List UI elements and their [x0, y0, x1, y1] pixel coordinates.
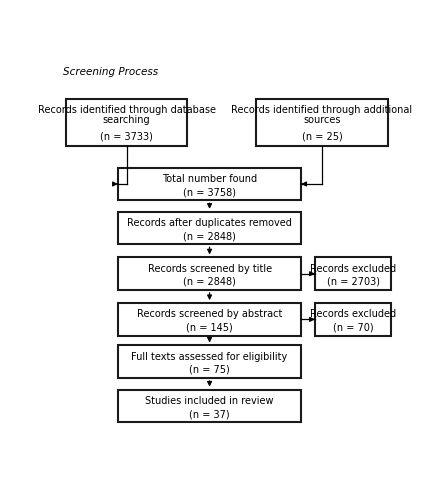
- Text: Records after duplicates removed: Records after duplicates removed: [127, 218, 292, 228]
- Text: Records screened by abstract: Records screened by abstract: [137, 310, 282, 320]
- Text: Records excluded: Records excluded: [310, 264, 396, 274]
- Bar: [118, 212, 301, 244]
- Bar: [315, 258, 391, 290]
- Text: Screening Process: Screening Process: [62, 66, 158, 76]
- Bar: [66, 99, 187, 146]
- Text: (n = 2848): (n = 2848): [183, 277, 236, 287]
- Text: (n = 25): (n = 25): [301, 131, 342, 141]
- Text: (n = 145): (n = 145): [186, 322, 233, 332]
- Text: searching: searching: [103, 116, 150, 126]
- Bar: [118, 168, 301, 200]
- Text: Full texts assessed for eligibility: Full texts assessed for eligibility: [132, 352, 288, 362]
- Bar: [118, 303, 301, 336]
- Text: (n = 3733): (n = 3733): [100, 131, 153, 141]
- Text: (n = 75): (n = 75): [189, 365, 230, 375]
- Text: Records excluded: Records excluded: [310, 310, 396, 320]
- Bar: [118, 390, 301, 422]
- Text: (n = 2848): (n = 2848): [183, 231, 236, 241]
- Text: Total number found: Total number found: [162, 174, 257, 184]
- Text: (n = 3758): (n = 3758): [183, 187, 236, 197]
- Bar: [118, 258, 301, 290]
- Bar: [118, 346, 301, 378]
- Text: Records identified through additional: Records identified through additional: [231, 104, 413, 115]
- Text: (n = 37): (n = 37): [189, 409, 230, 419]
- Text: Studies included in review: Studies included in review: [145, 396, 274, 406]
- Bar: [315, 303, 391, 336]
- Text: Records identified through database: Records identified through database: [37, 104, 215, 115]
- Text: (n = 70): (n = 70): [333, 322, 373, 332]
- Text: sources: sources: [303, 116, 341, 126]
- Bar: [256, 99, 388, 146]
- Text: (n = 2703): (n = 2703): [326, 277, 380, 287]
- Text: Records screened by title: Records screened by title: [148, 264, 272, 274]
